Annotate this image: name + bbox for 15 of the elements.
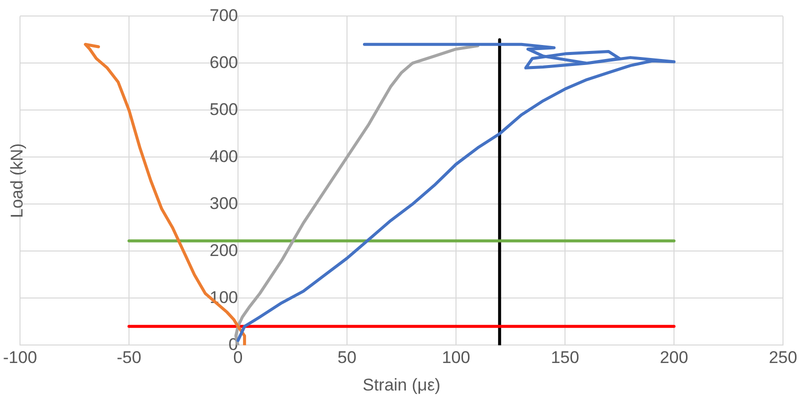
- x-axis-title: Strain (με): [362, 375, 440, 394]
- y-axis-title: Load (kN): [8, 143, 27, 218]
- x-tick-label: -50: [116, 348, 142, 368]
- x-tick-label: 50: [338, 348, 356, 368]
- y-tick-label: 300: [210, 194, 238, 213]
- x-tick-label: 100: [442, 348, 470, 368]
- y-tick-label: 200: [210, 240, 238, 260]
- y-tick-label: 500: [210, 100, 238, 119]
- y-tick-label: 700: [210, 6, 238, 25]
- x-tick-label: 200: [660, 348, 688, 368]
- y-tick-label: 600: [210, 52, 238, 72]
- x-tick-label: -100: [2, 348, 38, 368]
- x-tick-label: 150: [550, 348, 580, 368]
- y-tick-label: 400: [210, 146, 238, 166]
- x-tick-label: 250: [768, 348, 798, 368]
